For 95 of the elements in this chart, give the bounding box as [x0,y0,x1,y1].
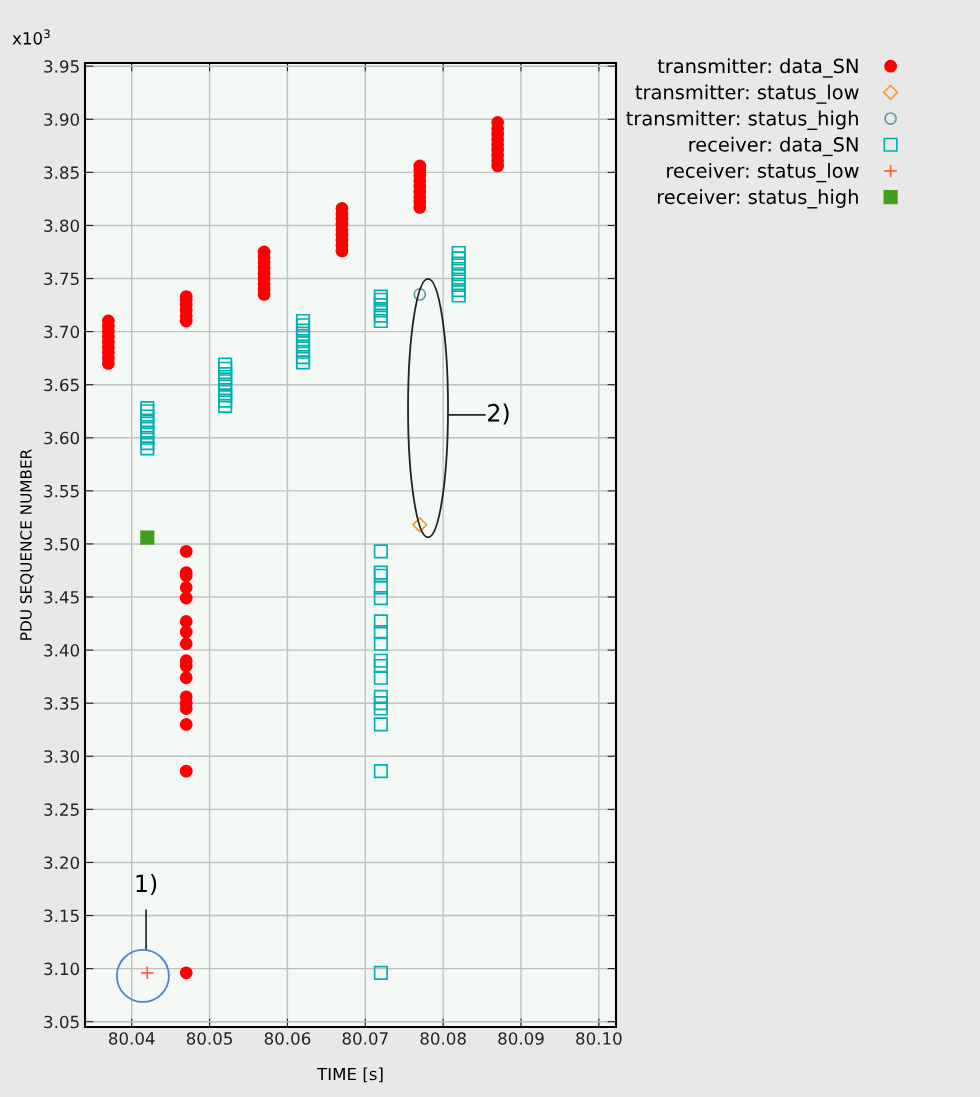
point [373,653,388,668]
point [373,297,388,313]
point [295,323,311,338]
point [451,277,466,292]
point [218,393,233,408]
annotation: 2) [488,403,509,425]
point [451,256,466,271]
y-tick-label: 3.80 [44,219,80,233]
point [373,313,388,329]
point [140,400,155,416]
y-tick-label: 3.75 [44,272,79,286]
point [140,409,155,424]
y-tick-label: 3.20 [44,856,80,870]
point [218,398,233,414]
point [451,251,466,266]
point [295,318,311,333]
legend-label: receiver: status_high [657,189,858,209]
point [218,388,233,403]
y-tick-label: 3.30 [44,750,80,763]
legend-label: receiver: status_low [667,162,859,183]
x-tick-label: 80.10 [576,1032,622,1045]
x-axis-title: TIME [s] [316,1067,383,1083]
point [451,283,466,298]
legend-label: transmitter: data_SN [657,58,858,78]
point [373,764,388,779]
point [218,377,233,392]
point [451,261,466,277]
y-tick-label: 3.95 [44,60,79,73]
point [140,414,155,429]
legend-label: transmitter: status_low [635,84,859,104]
point [140,430,155,445]
y-tick-label: 3.05 [44,1015,79,1029]
y-tick-label: 3.40 [44,644,80,657]
y-tick-label: 3.25 [44,803,79,816]
point [373,303,388,318]
point [373,590,388,606]
point [373,544,388,559]
point [373,689,388,704]
point [451,245,466,261]
point [140,425,155,440]
point [218,357,233,372]
point [373,696,388,711]
point [413,288,427,301]
x-tick-label: 80.06 [264,1032,311,1045]
y-tick-label: 3.35 [44,697,79,710]
y-tick-label: 3.45 [44,590,79,604]
point [295,334,311,349]
point [140,435,155,451]
y-tick-label: 3.85 [44,166,79,179]
point [373,614,388,629]
y-tick-label: 3.50 [44,537,80,551]
x-tick-label: 80.07 [342,1032,388,1045]
point [373,670,388,685]
point [373,308,388,323]
x-tick-label: 80.09 [498,1032,544,1045]
point [140,420,155,435]
x-tick-label: 80.05 [186,1032,232,1045]
point [218,372,233,387]
point [295,313,311,329]
point [451,272,466,287]
annotation: 1) [136,874,157,896]
point [373,658,388,674]
point [373,624,388,640]
point [218,361,233,376]
point [218,382,233,398]
y-tick-label: 3.15 [44,909,79,923]
point [140,530,155,545]
point [373,580,388,595]
point [295,328,311,343]
x-tick-label: 80.08 [420,1032,466,1045]
point [140,404,155,419]
point [373,636,388,651]
y-tick-label: 3.90 [44,113,80,126]
point [373,965,388,980]
point [295,355,311,370]
x-tick-label: 80.04 [108,1032,155,1045]
point [373,701,388,716]
point [451,288,466,303]
point [451,267,466,282]
point [295,344,311,359]
y-tick-label: 3.55 [44,484,79,498]
legend-label: transmitter: status_high [626,110,858,130]
point [295,339,311,354]
point [373,717,388,732]
text: x10$^{3}$ [12,29,50,45]
point [412,517,428,533]
point [295,349,311,365]
point [140,441,155,456]
y-tick-label: 3.60 [44,431,80,445]
y-tick-label: 3.10 [44,962,80,976]
y-axis-title: PDU SEQUENCE NUMBER [20,449,34,640]
y-tick-label: 3.70 [44,325,80,339]
y-tick-label: 3.65 [44,378,79,392]
legend-label: receiver: data_SN [689,136,858,157]
point [218,366,233,382]
